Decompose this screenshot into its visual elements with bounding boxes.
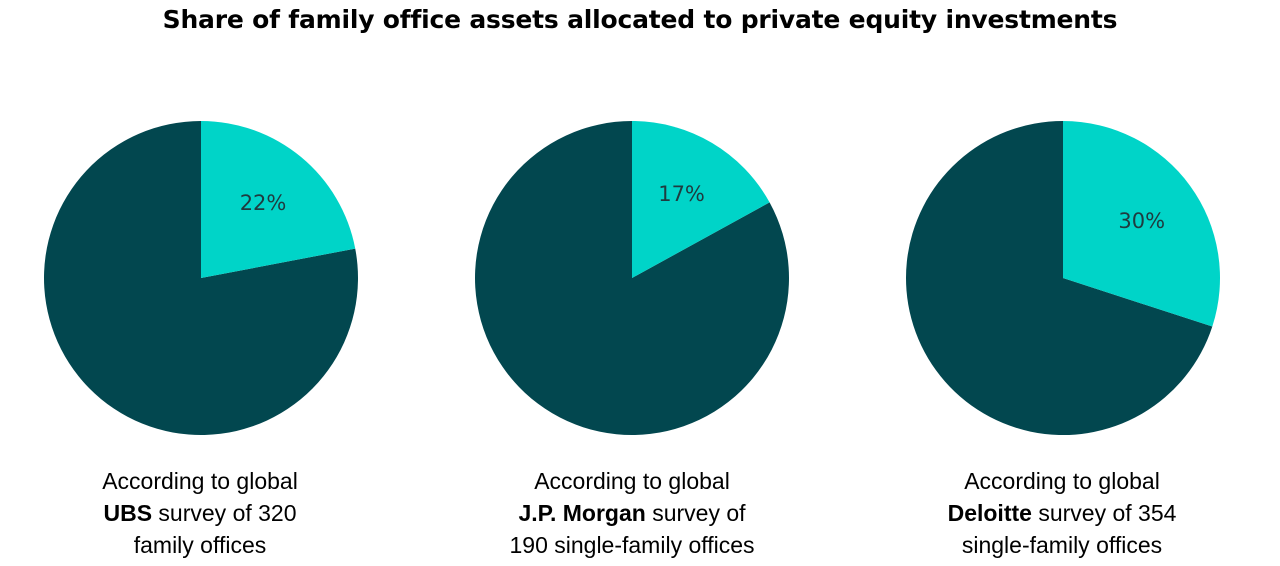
pie-2-caption: According to global J.P. Morgan survey o… <box>432 465 832 561</box>
caption-line-2: UBS survey of 320 <box>0 497 400 529</box>
pie-1: 22% <box>44 121 359 435</box>
pie-1-caption: According to global UBS survey of 320 fa… <box>0 465 400 561</box>
pie-2: 17% <box>475 121 789 435</box>
caption-line-1: According to global <box>534 468 730 494</box>
caption-line-2-rest: survey of 354 <box>1031 500 1177 526</box>
pie-slice-private-equity <box>632 121 770 278</box>
caption-line-2-rest: survey of <box>645 500 746 526</box>
pie-3: 30% <box>906 121 1221 436</box>
pie-slice-label: 17% <box>658 182 705 206</box>
pie-slice-other <box>906 121 1213 436</box>
survey-source: J.P. Morgan <box>518 500 646 526</box>
chart-title: Share of family office assets allocated … <box>162 5 1118 34</box>
pie-slice-label: 22% <box>240 191 287 215</box>
pie-3-caption: According to global Deloitte survey of 3… <box>862 465 1262 561</box>
pie-slice-private-equity <box>201 121 356 278</box>
pie-slice-private-equity <box>1063 121 1221 327</box>
caption-line-3: single-family offices <box>961 532 1163 558</box>
caption-line-1: According to global <box>102 468 298 494</box>
pie-slice-label: 30% <box>1118 209 1165 233</box>
caption-line-1: According to global <box>964 468 1160 494</box>
caption-line-2-rest: survey of 320 <box>152 500 297 526</box>
survey-source: Deloitte <box>947 500 1032 526</box>
caption-line-2: J.P. Morgan survey of <box>432 497 832 529</box>
caption-line-3: family offices <box>133 532 267 558</box>
survey-source: UBS <box>103 500 153 526</box>
caption-line-3: 190 single-family offices <box>509 532 755 558</box>
caption-line-2: Deloitte survey of 354 <box>862 497 1262 529</box>
